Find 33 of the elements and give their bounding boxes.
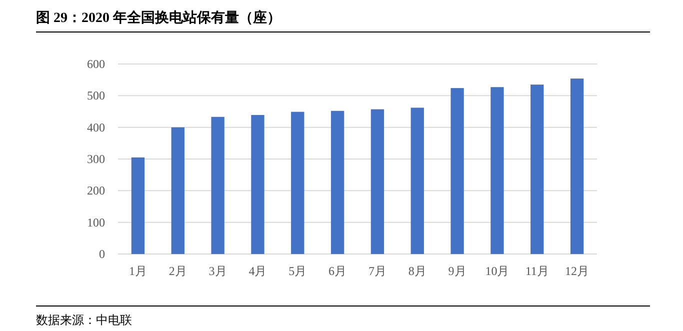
y-tick-label: 400 bbox=[87, 120, 105, 134]
bar bbox=[330, 110, 344, 254]
bar bbox=[410, 108, 424, 254]
x-tick-label: 6月 bbox=[328, 264, 347, 278]
x-tick-label: 1月 bbox=[128, 264, 147, 278]
x-tick-label: 9月 bbox=[448, 264, 466, 278]
bar bbox=[490, 87, 504, 254]
source-note: 数据来源：中电联 bbox=[36, 313, 132, 327]
x-tick-label: 11月 bbox=[525, 264, 549, 278]
bar bbox=[251, 114, 264, 254]
x-tick-label: 8月 bbox=[408, 264, 426, 278]
y-tick-label: 0 bbox=[99, 247, 105, 261]
x-tick-label: 3月 bbox=[208, 264, 227, 278]
bar bbox=[570, 78, 584, 254]
bar bbox=[291, 112, 304, 254]
x-tick-label: 2月 bbox=[168, 264, 187, 278]
x-tick-label: 4月 bbox=[248, 264, 267, 278]
y-tick-label: 600 bbox=[87, 57, 105, 71]
bar bbox=[450, 88, 464, 254]
bar bbox=[211, 116, 224, 254]
y-tick-label: 100 bbox=[87, 215, 105, 230]
bar bbox=[370, 109, 384, 254]
x-tick-label: 7月 bbox=[368, 264, 386, 278]
y-tick-label: 200 bbox=[87, 184, 105, 198]
bar bbox=[530, 84, 544, 254]
x-tick-label: 10月 bbox=[485, 264, 510, 278]
bar bbox=[131, 157, 145, 254]
y-tick-label: 500 bbox=[87, 88, 105, 103]
x-tick-label: 12月 bbox=[565, 264, 590, 278]
chart-title: 图 29：2020 年全国换电站保有量（座） bbox=[36, 9, 281, 26]
y-tick-label: 300 bbox=[87, 152, 105, 166]
bar bbox=[171, 127, 184, 254]
x-tick-label: 5月 bbox=[288, 264, 307, 278]
